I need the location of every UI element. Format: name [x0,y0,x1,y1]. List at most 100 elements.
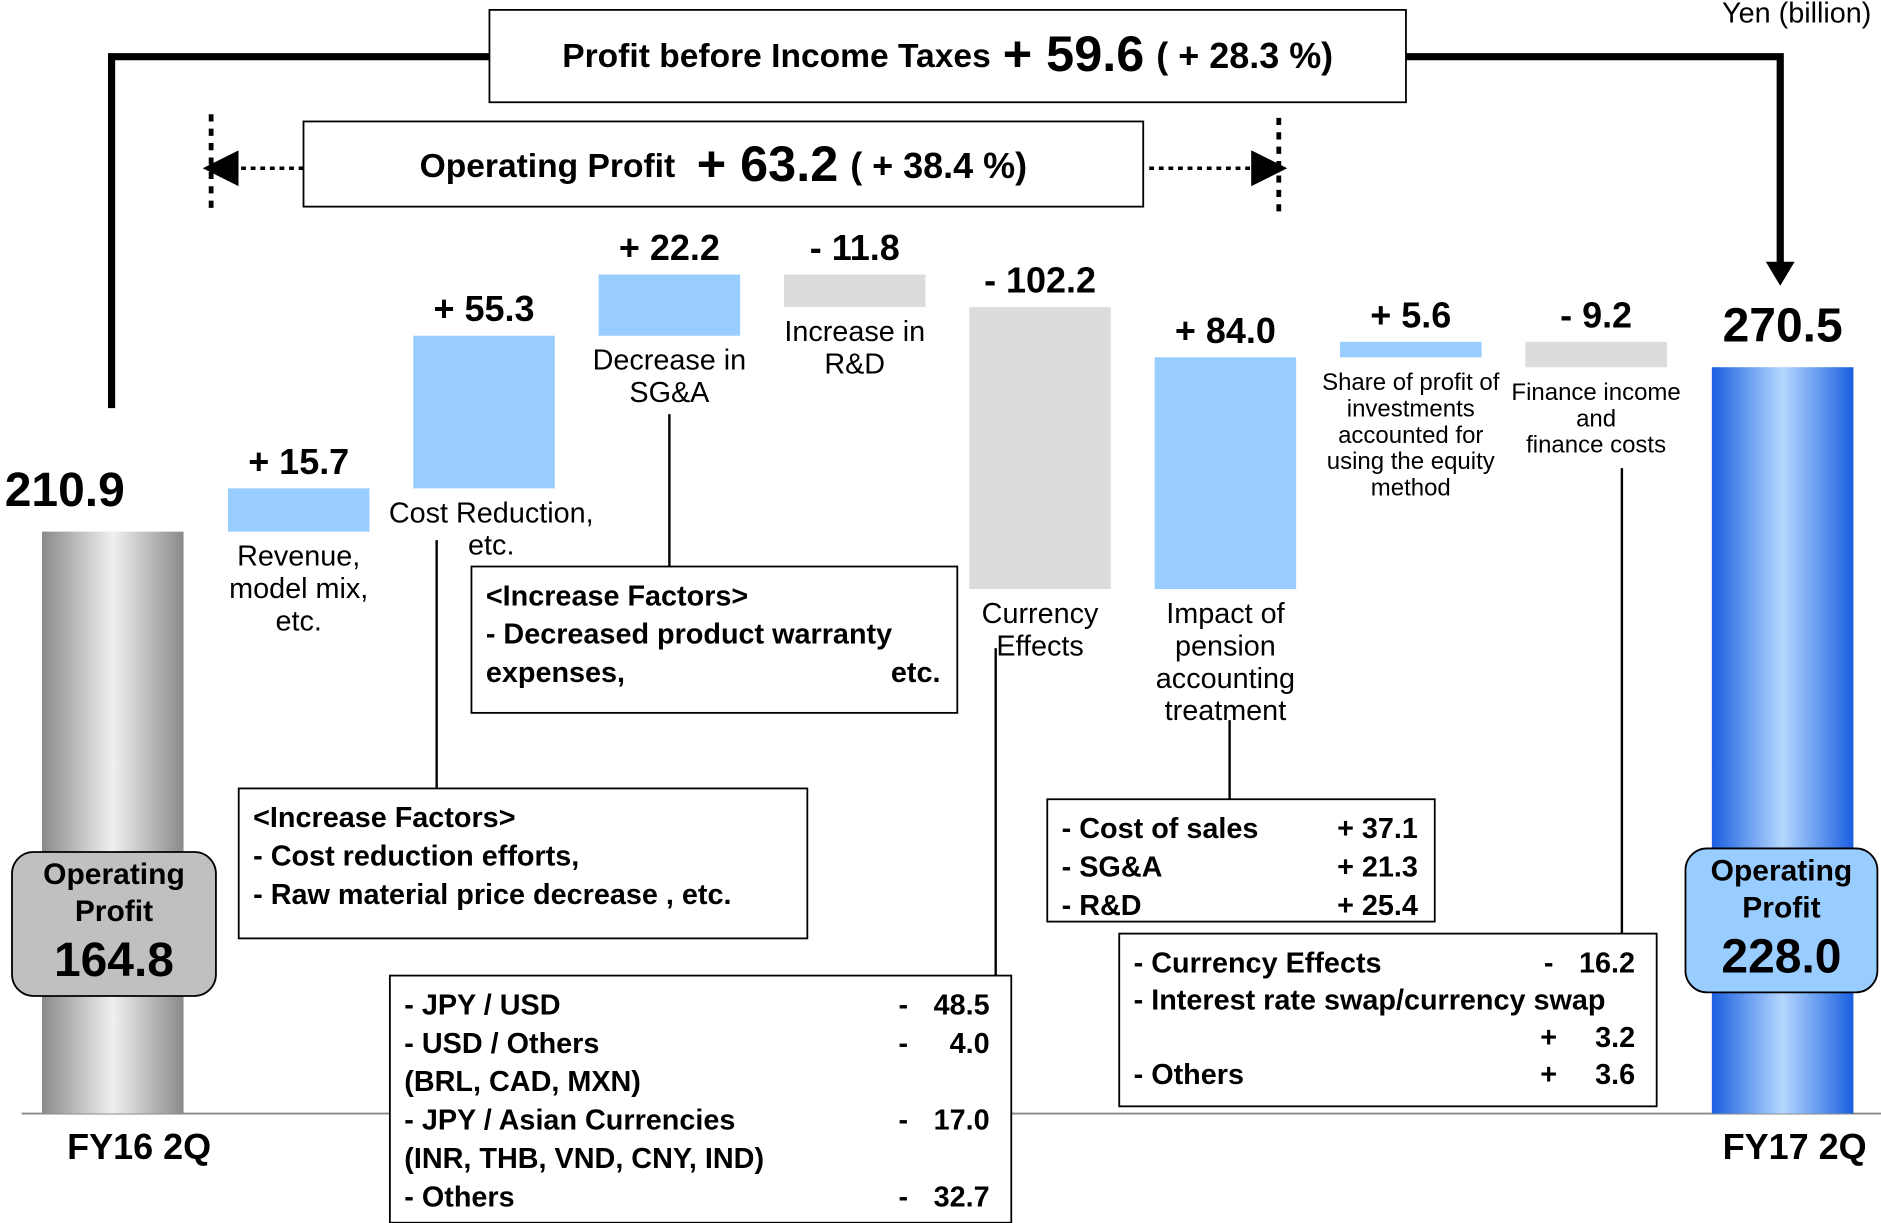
detail-text: - JPY / USD [404,989,560,1021]
category-label: investments [1347,395,1475,422]
header-box [302,120,1145,208]
detail-text: - USD / Others [404,1028,599,1060]
value-label: + 15.7 [248,441,349,482]
detail-value: 16.2 [1579,947,1635,979]
detail-text: - Others [1134,1059,1244,1091]
detail-sign: - [899,1105,909,1137]
step-bar [1525,341,1667,368]
category-label: Currency [982,598,1099,630]
detail-text: - R&D [1062,890,1142,922]
category-label: R&D [824,348,885,380]
detail-text: - Raw material price decrease , etc. [253,879,731,911]
detail-value: 4.0 [950,1028,990,1060]
detail-value: 17.0 [934,1105,990,1137]
category-label: Finance income [1511,379,1680,406]
op-profit-label: Profit [75,895,153,928]
category-label: method [1371,475,1451,502]
detail-value: 32.7 [934,1181,990,1213]
detail-text: (INR, THB, VND, CNY, IND) [404,1143,764,1175]
category-label: Impact of [1166,598,1285,630]
header-text: Profit before Income Taxes + 59.6 ( + 28.3… [562,25,1333,82]
total-label: 270.5 [1723,299,1843,352]
op-profit-label: Operating [1711,854,1853,887]
header-label: Operating Profit [420,148,676,185]
detail-box [388,974,1013,1223]
value-label: + 22.2 [619,227,720,268]
op-profit-box [11,851,217,997]
detail-sign: + [1540,1022,1557,1054]
header-text: Operating Profit + 63.2 ( + 38.4 %) [420,136,1028,193]
category-label: Decrease in [593,345,747,377]
step-bar [1339,341,1482,358]
op-profit-label: Profit [1742,892,1820,925]
step-bar [413,335,555,489]
category-label: model mix, [229,573,368,605]
unit: Yen (billion) [1722,0,1871,29]
detail-value: + 25.4 [1337,890,1418,922]
total-bar [41,531,184,1114]
detail-box [470,565,959,714]
value-label: - 11.8 [810,227,900,268]
detail-text: - SG&A [1062,851,1163,883]
detail-text: <Increase Factors> [253,802,515,834]
header-box [488,8,1407,104]
value-label: + 84.0 [1175,310,1276,351]
category-label: accounting [1156,663,1295,695]
detail-box [1046,798,1436,923]
detail-text: - Cost of sales [1062,813,1259,845]
detail-value: 3.6 [1595,1059,1635,1091]
total-label: 210.9 [5,464,125,517]
header-value: + 59.6 [1003,25,1144,82]
header-pct: ( + 38.4 %) [850,145,1027,186]
detail-text: - Decreased product warranty [486,619,892,651]
step-bar [598,274,741,336]
detail-sign: - [899,1028,909,1060]
category-label: Increase in [784,316,925,348]
op-profit-value: 228.0 [1721,931,1841,984]
category-label: SG&A [629,377,710,409]
detail-value: 3.2 [1595,1022,1635,1054]
period-label: FY16 2Q [67,1126,211,1167]
detail-text: expenses, [486,657,625,689]
total-bar [1711,367,1854,1114]
detail-text: - Interest rate swap/currency swap [1134,985,1606,1017]
detail-text: <Increase Factors> [486,580,748,612]
category-label: etc. [468,530,514,562]
value-label: + 5.6 [1370,294,1451,335]
category-label: Revenue, [237,541,360,573]
category-label: accounted for [1338,422,1483,449]
bracket-left [107,53,490,409]
detail-box [1118,932,1658,1108]
category-label: finance costs [1526,432,1666,459]
detail-text: - Cost reduction efforts, [253,841,579,873]
category-label: treatment [1165,695,1287,727]
header-pct: ( + 28.3 %) [1156,34,1333,75]
category-label: pension [1175,630,1276,662]
step-bar [783,274,926,308]
value-label: - 102.2 [984,260,1096,301]
category-label: etc. [276,605,322,637]
value-label: - 9.2 [1560,294,1632,335]
header-value: + 63.2 [697,136,838,193]
detail-text: - Currency Effects [1134,947,1382,979]
header-label: Profit before Income Taxes [562,38,991,75]
detail-sign: - [899,989,909,1021]
category-label: Cost Reduction, [389,497,594,529]
detail-text: - Others [404,1181,514,1213]
detail-sign: + [1540,1059,1557,1091]
step-bar [969,307,1111,590]
op-profit-label: Operating [43,858,185,891]
detail-value: 48.5 [934,989,990,1021]
step-bar [1154,357,1297,590]
op-profit-box [1684,847,1879,994]
detail-sign: - [1544,947,1554,979]
detail-text: (BRL, CAD, MXN) [404,1066,641,1098]
category-label: Effects [996,630,1083,662]
detail-text: - JPY / Asian Currencies [404,1105,735,1137]
detail-value: etc. [891,657,941,689]
op-profit-value: 164.8 [54,934,174,987]
category-label: using the equity [1327,448,1495,475]
category-label: Share of profit of [1322,369,1500,396]
category-label: and [1576,405,1616,432]
